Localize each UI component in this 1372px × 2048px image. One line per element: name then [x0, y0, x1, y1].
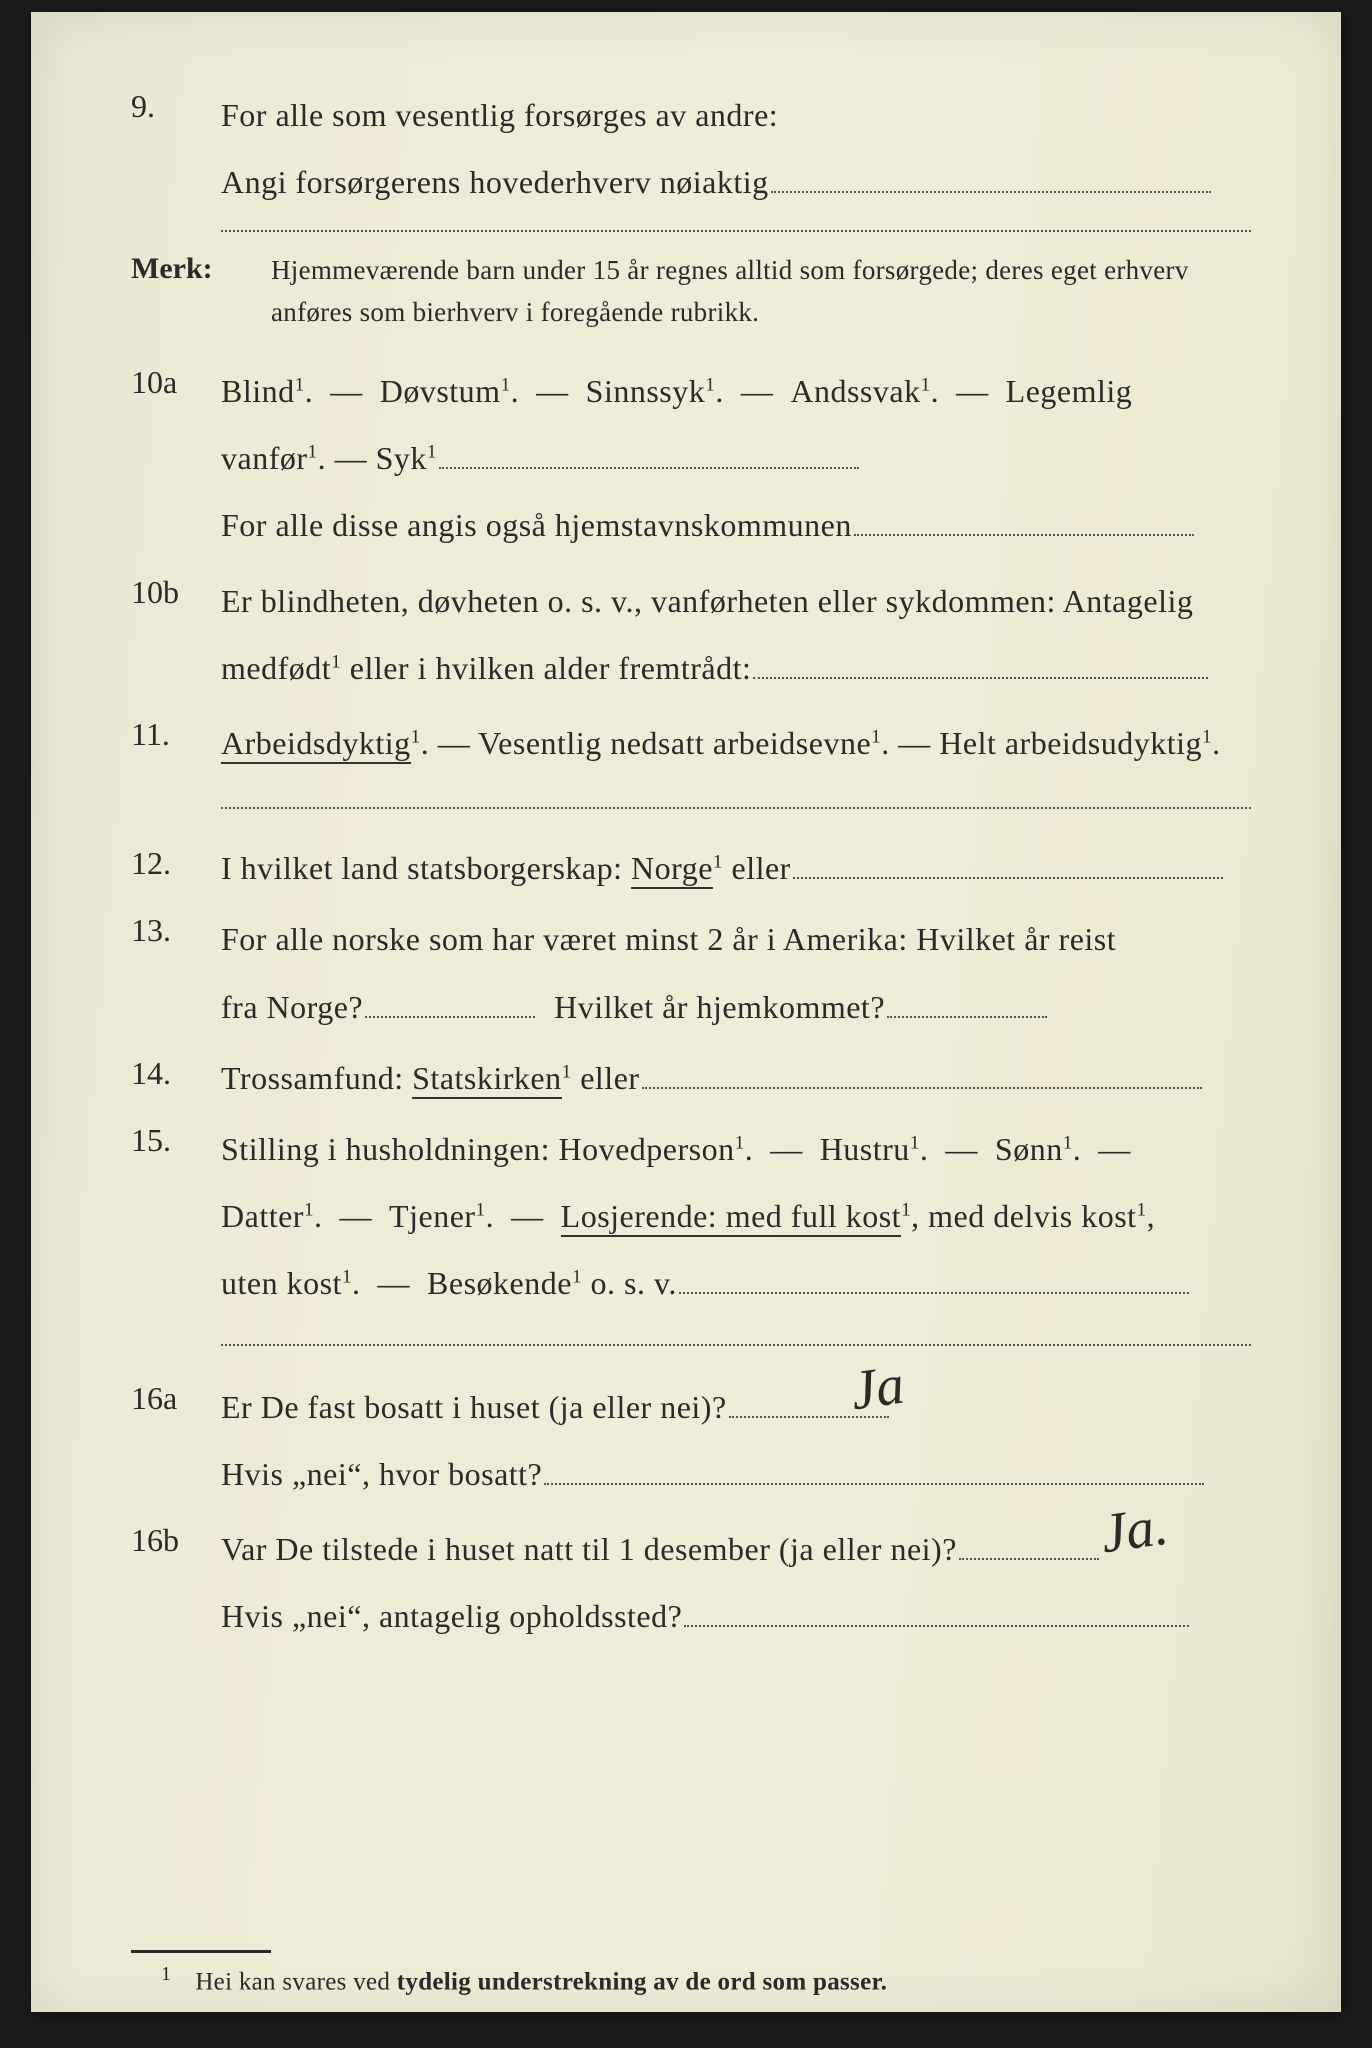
footnote-rule	[131, 1950, 271, 1953]
q13-content: For alle norske som har været minst 2 år…	[221, 906, 1251, 1040]
q12-text: I hvilket land statsborgerskap:	[221, 850, 631, 886]
q16b-number: 16b	[131, 1516, 221, 1559]
fill-line	[439, 436, 859, 470]
q11-nedsatt: Vesentlig nedsatt arbeidsevne	[478, 725, 871, 761]
fill-line	[854, 503, 1194, 537]
fill-line	[544, 1451, 1204, 1485]
merk-label: Merk:	[131, 250, 271, 286]
merk-note: Merk: Hjemmeværende barn under 15 år reg…	[131, 250, 1251, 334]
q10a-dovstum: Døvstum	[380, 373, 501, 409]
q15-osv: o. s. v.	[582, 1265, 677, 1301]
q16a-line1: Er De fast bosatt i huset (ja eller nei)…	[221, 1389, 727, 1425]
document-page: 9. For alle som vesentlig forsørges av a…	[31, 12, 1341, 2012]
q9-line1: For alle som vesentlig forsørges av andr…	[221, 97, 778, 133]
q15-tjener: Tjener	[389, 1198, 476, 1234]
fill-line	[793, 846, 1223, 880]
q12-norge: Norge	[631, 850, 713, 889]
q14-statskirken: Statskirken	[412, 1060, 561, 1099]
q13-fra: fra Norge?	[221, 989, 363, 1025]
q15-besokende: Besøkende	[427, 1265, 572, 1301]
q15-sonn: Sønn	[995, 1131, 1063, 1167]
q10a-blind: Blind	[221, 373, 295, 409]
q11-number: 11.	[131, 710, 221, 753]
q15-hustru: Hustru	[820, 1131, 910, 1167]
q11-arbeidsdyktig: Arbeidsdyktig	[221, 725, 411, 764]
divider	[221, 230, 1251, 232]
q15-number: 15.	[131, 1116, 221, 1159]
q13-number: 13.	[131, 906, 221, 949]
question-10a: 10a Blind1. — Døvstum1. — Sinnssyk1. — A…	[131, 358, 1251, 560]
q9-content: For alle som vesentlig forsørges av andr…	[221, 82, 1251, 216]
fill-line	[887, 984, 1047, 1018]
q15-content: Stilling i husholdningen: Hovedperson1. …	[221, 1116, 1251, 1318]
footnote: 1 Hei kan svares ved tydelig understrekni…	[131, 1963, 1251, 1996]
q10b-content: Er blindheten, døvheten o. s. v., vanfør…	[221, 568, 1251, 702]
fill-line	[642, 1055, 1202, 1089]
q10a-forall: For alle disse angis også hjemstavnskomm…	[221, 507, 852, 543]
question-13: 13. For alle norske som har været minst …	[131, 906, 1251, 1040]
footnote-number: 1	[161, 1963, 171, 1985]
q16b-line1: Var De tilstede i huset natt til 1 desem…	[221, 1531, 957, 1567]
question-16a: 16a Er De fast bosatt i huset (ja eller …	[131, 1374, 1251, 1508]
q12-content: I hvilket land statsborgerskap: Norge1 e…	[221, 839, 1251, 898]
q14-number: 14.	[131, 1049, 221, 1092]
merk-text: Hjemmeværende barn under 15 år regnes al…	[271, 250, 1251, 334]
q16a-number: 16a	[131, 1374, 221, 1417]
q10a-content: Blind1. — Døvstum1. — Sinnssyk1. — Andss…	[221, 358, 1251, 560]
question-16b: 16b Var De tilstede i huset natt til 1 d…	[131, 1516, 1251, 1650]
q10a-andssvak: Andssvak	[790, 373, 920, 409]
fill-line	[365, 984, 535, 1018]
q10b-line2b: eller i hvilken alder fremtrådt:	[341, 650, 751, 686]
q13-hjem: Hvilket år hjemkommet?	[554, 989, 885, 1025]
q16b-line2: Hvis „nei“, antagelig opholdssted?	[221, 1598, 682, 1634]
question-9: 9. For alle som vesentlig forsørges av a…	[131, 82, 1251, 216]
fill-line	[684, 1593, 1189, 1627]
q13-line1: For alle norske som har været minst 2 år…	[221, 921, 1116, 957]
q10a-sinnssyk: Sinnssyk	[586, 373, 706, 409]
q14-text: Trossamfund:	[221, 1060, 412, 1096]
footnote-text-b: tydelig understrekning av de ord som pas…	[397, 1969, 887, 1996]
question-15: 15. Stilling i husholdningen: Hovedperso…	[131, 1116, 1251, 1318]
q16a-answer-handwritten: Ja	[847, 1352, 908, 1423]
q10a-vanfor: vanfør	[221, 440, 308, 476]
q10b-medfodt: medfødt	[221, 650, 331, 686]
question-11: 11. Arbeidsdyktig1. — Vesentlig nedsatt …	[131, 710, 1251, 777]
q16b-answer-handwritten: Ja.	[1097, 1494, 1172, 1567]
fill-line	[753, 645, 1208, 679]
q9-fill-line	[771, 160, 1211, 194]
q9-line2: Angi forsørgerens hovederhverv nøiaktig	[221, 164, 769, 200]
q16a-line2: Hvis „nei“, hvor bosatt?	[221, 1456, 542, 1492]
q15-datter: Datter	[221, 1198, 304, 1234]
q12-eller: eller	[723, 850, 791, 886]
fill-line	[959, 1526, 1099, 1560]
q14-content: Trossamfund: Statskirken1 eller	[221, 1049, 1251, 1108]
q10a-syk: Syk	[376, 440, 427, 476]
q10a-number: 10a	[131, 358, 221, 401]
q10a-legemlig: Legemlig	[1006, 373, 1133, 409]
footnote-text-a: Hei kan svares ved	[195, 1969, 396, 1996]
q10b-number: 10b	[131, 568, 221, 611]
q15-uten: uten kost	[221, 1265, 342, 1301]
question-12: 12. I hvilket land statsborgerskap: Norg…	[131, 839, 1251, 898]
fill-line	[679, 1261, 1189, 1295]
divider	[221, 1344, 1251, 1346]
q11-content: Arbeidsdyktig1. — Vesentlig nedsatt arbe…	[221, 710, 1251, 777]
q11-udyktig: Helt arbeidsudyktig	[939, 725, 1202, 761]
question-14: 14. Trossamfund: Statskirken1 eller	[131, 1049, 1251, 1108]
divider	[221, 807, 1251, 809]
q16b-content: Var De tilstede i huset natt til 1 desem…	[221, 1516, 1251, 1650]
q15-delvis: , med delvis kost	[911, 1198, 1136, 1234]
q9-number: 9.	[131, 82, 221, 125]
q15-losjerende: Losjerende: med full kost	[561, 1198, 901, 1237]
q12-number: 12.	[131, 839, 221, 882]
q16a-content: Er De fast bosatt i huset (ja eller nei)…	[221, 1374, 1251, 1508]
q10b-line1: Er blindheten, døvheten o. s. v., vanfør…	[221, 583, 1193, 619]
q15-stilling: Stilling i husholdningen: Hovedperson	[221, 1131, 735, 1167]
question-10b: 10b Er blindheten, døvheten o. s. v., va…	[131, 568, 1251, 702]
q14-eller: eller	[572, 1060, 640, 1096]
